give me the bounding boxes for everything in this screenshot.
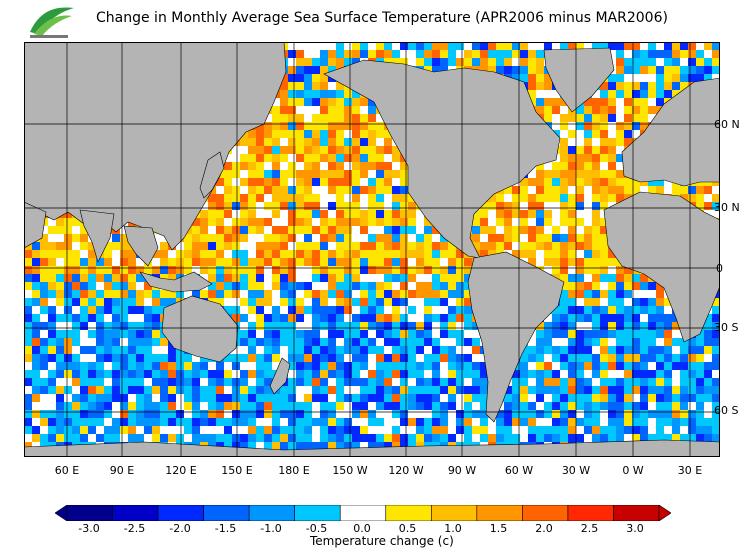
lat-label-equator: 0 — [716, 262, 723, 275]
lat-label-30s: 30 S — [714, 321, 739, 334]
lon-label-150w: 150 W — [332, 464, 368, 477]
colorbar-tick-label: 1.5 — [489, 522, 508, 535]
land-antarctica — [24, 439, 720, 457]
logo-icon — [30, 7, 74, 38]
lon-label-90e: 90 E — [109, 464, 135, 477]
lon-label-30w: 30 W — [561, 464, 591, 477]
colorbar-tick-label: 1.0 — [444, 522, 462, 535]
colorbar-swatch — [613, 505, 660, 521]
land-arabia — [24, 201, 47, 249]
land-europe — [621, 77, 720, 187]
lon-label-60w: 60 W — [504, 464, 534, 477]
sst-change-map — [24, 42, 720, 457]
colorbar-tick-label: -0.5 — [305, 522, 328, 535]
colorbar-tick-label: -1.0 — [260, 522, 282, 535]
colorbar-tick-label: 0.5 — [398, 522, 417, 535]
page-title: Change in Monthly Average Sea Surface Te… — [96, 10, 668, 26]
colorbar-tick-label: -3.0 — [78, 522, 100, 535]
colorbar-tick-label: -2.0 — [169, 522, 191, 535]
land-indonesia — [139, 271, 213, 293]
colorbar-swatch — [66, 505, 113, 521]
colorbar-swatch — [157, 505, 204, 521]
lon-label-90w: 90 W — [447, 464, 477, 477]
colorbar-swatches — [55, 505, 671, 521]
colorbar-swatch — [339, 505, 387, 521]
colorbar-swatch — [203, 505, 250, 521]
colorbar-swatch — [112, 505, 159, 521]
lon-label-60e: 60 E — [54, 464, 80, 477]
land-japan — [199, 151, 225, 199]
colorbar — [55, 505, 671, 521]
land-eurasia — [24, 42, 287, 251]
lon-label-180e: 180 E — [278, 464, 310, 477]
colorbar-swatch — [385, 505, 432, 521]
colorbar-swatch — [476, 505, 523, 521]
colorbar-tick-label: 3.0 — [626, 522, 644, 535]
lon-label-150e: 150 E — [221, 464, 253, 477]
colorbar-swatch — [294, 505, 341, 521]
lat-label-30n: 30 N — [714, 201, 740, 214]
land-new-zealand — [269, 357, 291, 395]
lat-label-60n: 60 N — [714, 118, 740, 131]
colorbar-swatch — [248, 505, 295, 521]
lon-label-120w: 120 W — [388, 464, 424, 477]
colorbar-min-arrow — [55, 505, 68, 521]
lon-label-120e: 120 E — [165, 464, 197, 477]
colorbar-tick-label: 2.0 — [535, 522, 553, 535]
land-se-asia — [123, 225, 159, 267]
colorbar-tick-label: -2.5 — [123, 522, 146, 535]
land-north-america — [323, 59, 561, 259]
land-south-america — [467, 251, 565, 423]
lat-lon-grid — [24, 42, 720, 457]
colorbar-tick-label: 0.0 — [353, 522, 371, 535]
colorbar-tick-label: 2.5 — [580, 522, 599, 535]
colorbar-title: Temperature change (c) — [310, 534, 454, 548]
colorbar-tick-label: -1.5 — [214, 522, 237, 535]
colorbar-max-arrow — [658, 505, 671, 521]
land-india — [79, 209, 115, 263]
land-greenland — [543, 47, 615, 113]
colorbar-swatch — [567, 505, 614, 521]
lat-label-60s: 60 S — [714, 404, 739, 417]
lon-label-0w: 0 W — [622, 464, 644, 477]
colorbar-swatch — [522, 505, 569, 521]
colorbar-swatch — [431, 505, 478, 521]
lon-label-30e: 30 E — [677, 464, 703, 477]
land-masses — [24, 42, 720, 457]
